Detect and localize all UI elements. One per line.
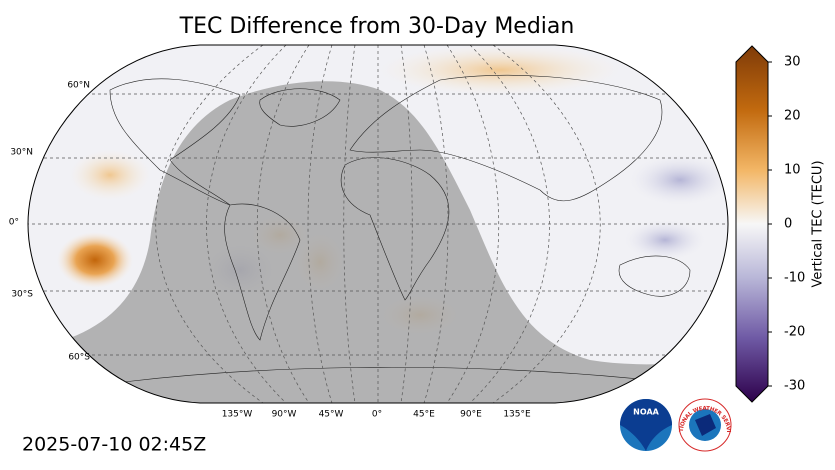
- anomaly: [625, 220, 705, 260]
- colorbar-tick-label: 20: [784, 109, 801, 124]
- nws-mark: [695, 414, 716, 436]
- lat-labels: 60°N 30°N 0° 30°S 60°S: [9, 81, 91, 363]
- colorbar-tick-label: 0: [784, 217, 792, 232]
- graticule: [28, 45, 728, 403]
- lat-label: 60°S: [68, 353, 90, 363]
- lat-label: 0°: [9, 218, 19, 228]
- colorbar-tick-label: 10: [784, 163, 801, 178]
- noaa-text: NOAA: [633, 408, 659, 417]
- lon-labels: 135°W 90°W 45°W 0° 45°E 90°E 135°E: [222, 410, 531, 420]
- lon-label: 135°W: [222, 410, 253, 420]
- title: TEC Difference from 30-Day Median: [179, 14, 575, 39]
- colorbar-tick-label: -30: [784, 379, 805, 394]
- lat-label: 30°N: [10, 148, 33, 158]
- lon-label: 90°W: [272, 410, 297, 420]
- colorbar-tick-label: 30: [784, 55, 801, 70]
- colorbar-tick-label: -10: [784, 271, 805, 286]
- map-body: [28, 45, 728, 403]
- lon-label: 90°E: [460, 410, 482, 420]
- lat-label: 60°N: [67, 81, 90, 91]
- anomaly: [630, 155, 728, 205]
- lon-label: 0°: [372, 410, 382, 420]
- colorbar: Vertical TEC (TECU) 30 20 10 0 -10 -20 -30: [735, 45, 826, 403]
- noaa-top: [620, 399, 672, 451]
- lon-label: 45°E: [413, 410, 435, 420]
- colorbar-bar: [735, 45, 769, 403]
- night-shade: [28, 81, 728, 403]
- coastlines: [99, 74, 691, 386]
- colorbar-tick-label: -20: [784, 325, 805, 340]
- anomaly: [380, 45, 620, 95]
- map-border: [27, 44, 729, 404]
- colorbar-label: Vertical TEC (TECU): [811, 160, 826, 287]
- lon-label: 45°W: [319, 410, 344, 420]
- lon-label: 135°E: [503, 410, 531, 420]
- timestamp: 2025-07-10 02:45Z: [22, 434, 206, 456]
- lat-label: 30°S: [11, 290, 33, 300]
- anomaly: [70, 150, 150, 200]
- anomaly: [57, 232, 133, 288]
- noaa-logo: NOAA: [620, 399, 672, 451]
